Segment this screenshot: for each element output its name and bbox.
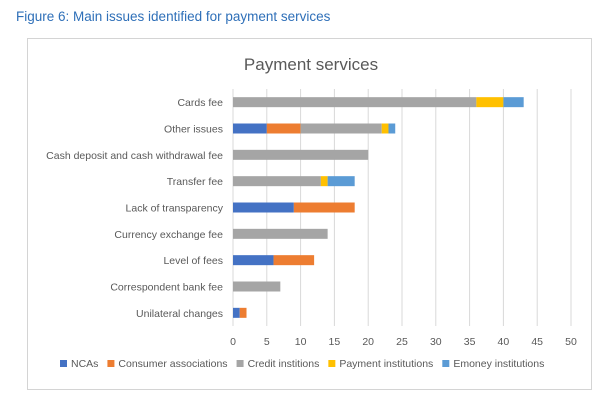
legend-swatch-payment-institutions [328, 360, 336, 367]
category-label: Cards fee [177, 97, 223, 109]
bar-credit-institions-other-issues [300, 123, 382, 134]
legend-swatch-credit-institions [236, 360, 244, 367]
x-tick-label: 15 [329, 336, 341, 348]
bar-payment-institutions-cards-fee [476, 97, 504, 108]
category-label: Other issues [164, 124, 223, 136]
bar-ncas-other-issues [233, 123, 267, 134]
bar-payment-institutions-transfer-fee [320, 176, 328, 187]
bar-credit-institions-currency-exchange-fee [233, 228, 328, 239]
category-label: Lack of transparency [126, 203, 224, 215]
x-tick-label: 25 [396, 336, 408, 348]
legend-swatch-consumer-associations [107, 360, 115, 367]
legend-label-consumer-associations: Consumer associations [118, 358, 227, 370]
x-tick-label: 45 [531, 336, 543, 348]
legend-swatch-ncas [60, 360, 67, 367]
bar-credit-institions-cards-fee [233, 97, 477, 108]
legend-swatch-emoney-institutions [442, 360, 450, 367]
bar-payment-institutions-other-issues [381, 123, 389, 134]
bar-emoney-institutions-cards-fee [503, 97, 524, 108]
chart-frame: Payment services Cards fee Other issues Ca… [27, 38, 592, 390]
bar-ncas-unilateral-changes [233, 307, 240, 318]
bar-consumer-associations-lack-of-transparency [293, 202, 355, 213]
x-tick-label: 10 [295, 336, 307, 348]
bar-ncas-lack-of-transparency [233, 202, 294, 213]
legend-label-ncas: NCAs [71, 358, 98, 370]
x-tick-labels: 0 5 10 15 20 25 30 35 40 45 50 [230, 336, 577, 348]
x-tick-label: 5 [264, 336, 270, 348]
category-label: Correspondent bank fee [110, 282, 223, 294]
bar-credit-institions-correspondent-bank-fee [233, 281, 281, 292]
x-tick-label: 20 [362, 336, 374, 348]
chart-title: Payment services [244, 55, 378, 74]
bar-emoney-institutions-other-issues [388, 123, 396, 134]
bar-credit-institions-transfer-fee [233, 176, 321, 187]
figure-caption: Figure 6: Main issues identified for pay… [16, 9, 331, 24]
x-tick-label: 0 [230, 336, 236, 348]
category-label: Cash deposit and cash withdrawal fee [46, 150, 223, 162]
bar-credit-institions-cash-deposit-and-cash-withdrawal-fee [233, 149, 369, 160]
x-tick-label: 40 [498, 336, 510, 348]
x-tick-label: 35 [464, 336, 476, 348]
x-tick-label: 50 [565, 336, 577, 348]
legend-label-emoney-institutions: Emoney institutions [453, 358, 544, 370]
category-label: Unilateral changes [136, 308, 223, 320]
bar-ncas-level-of-fees [233, 255, 274, 266]
legend-label-credit-institions: Credit institions [248, 358, 320, 370]
bars [233, 97, 524, 318]
category-label: Level of fees [163, 255, 223, 267]
category-label: Currency exchange fee [114, 229, 223, 241]
category-label: Transfer fee [167, 176, 223, 188]
x-tick-label: 30 [430, 336, 442, 348]
bar-consumer-associations-other-issues [266, 123, 301, 134]
category-labels: Cards fee Other issues Cash deposit and ca… [46, 97, 224, 320]
bar-emoney-institutions-transfer-fee [327, 176, 355, 187]
bar-consumer-associations-unilateral-changes [239, 307, 247, 318]
legend: NCAs Consumer associations Credit institio… [60, 358, 544, 370]
bar-consumer-associations-level-of-fees [273, 255, 315, 266]
legend-label-payment-institutions: Payment institutions [339, 358, 433, 370]
